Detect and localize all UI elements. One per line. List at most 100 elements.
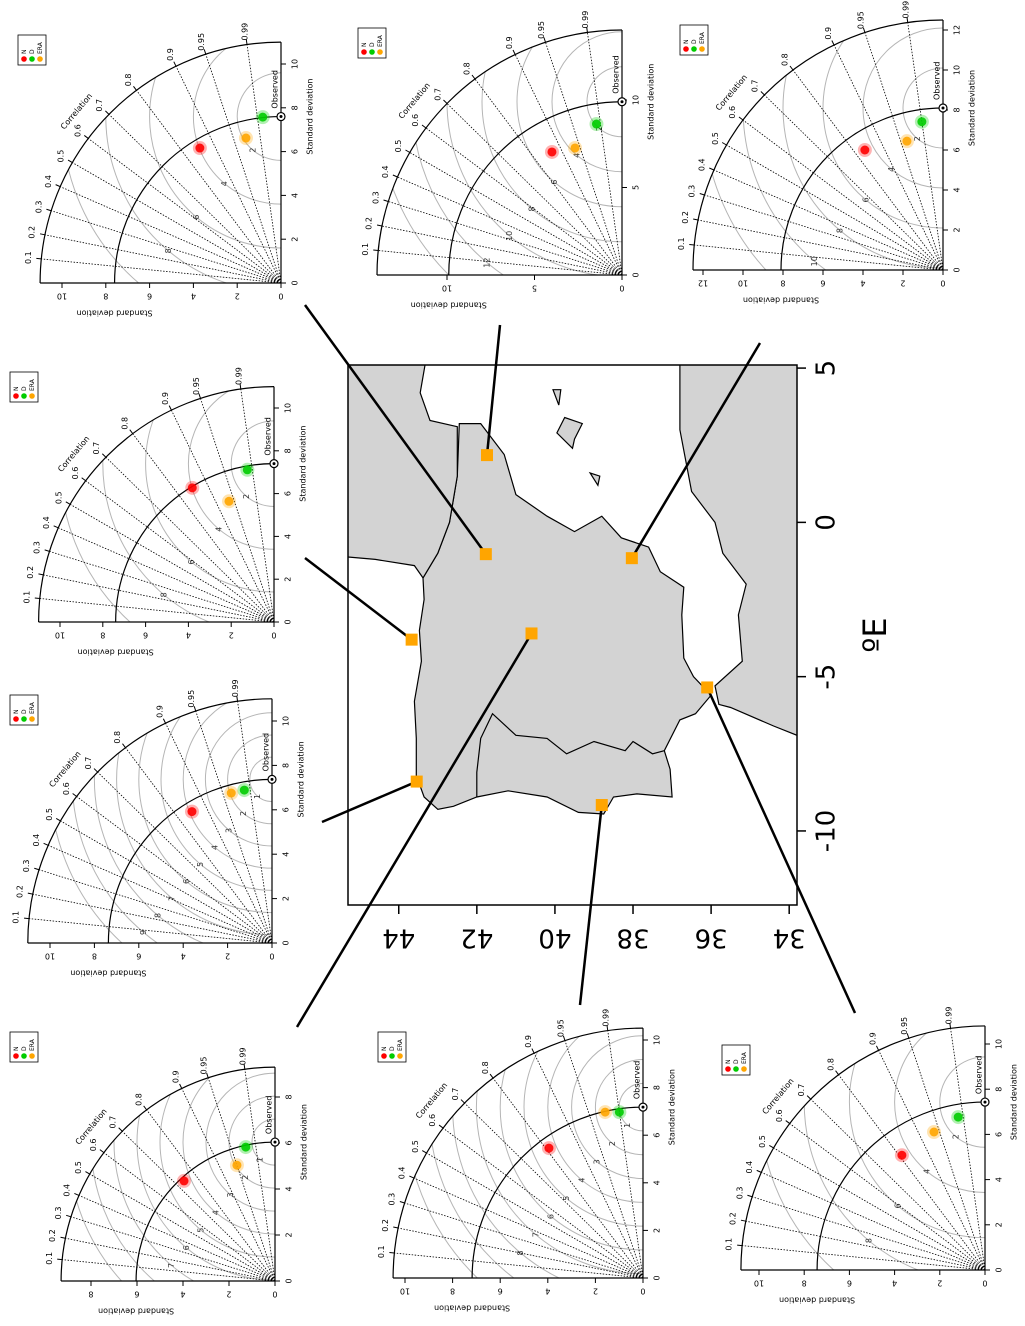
- correlation-label: 0.3: [54, 1207, 63, 1220]
- rms-label: 8: [164, 248, 173, 253]
- legend-label: ERA: [741, 1051, 748, 1064]
- legend-label: D: [21, 386, 28, 391]
- correlation-tick: [606, 1025, 609, 1031]
- correlation-line: [41, 258, 282, 284]
- legend-marker: [389, 1053, 395, 1059]
- correlation-line: [78, 1195, 276, 1282]
- rms-contour: [782, 20, 943, 269]
- correlation-line: [38, 869, 273, 944]
- y-axis-title: Standard deviation: [76, 309, 152, 318]
- rms-label: 3: [225, 828, 234, 833]
- rms-label: 2: [248, 148, 257, 153]
- correlation-tick: [198, 393, 201, 399]
- rms-label: 6: [547, 1214, 556, 1219]
- correlation-tick: [405, 149, 411, 153]
- y-tick-label: 6: [143, 631, 148, 640]
- x-tick-label: 8: [284, 448, 293, 453]
- correlation-label: 0.6: [62, 782, 71, 795]
- correlation-line: [58, 527, 275, 623]
- y-tick-label: 0: [640, 1287, 645, 1296]
- correlation-line: [726, 144, 944, 271]
- legend-label: D: [389, 1046, 396, 1051]
- correlation-line: [545, 42, 623, 276]
- correlation-tick: [55, 817, 61, 822]
- correlation-label: 0.7: [95, 99, 104, 112]
- x-tick-label: 2: [653, 1228, 662, 1233]
- correlation-tick: [906, 1033, 910, 1039]
- correlation-tick: [421, 124, 427, 129]
- correlation-line: [70, 1216, 276, 1282]
- observed-arc: [448, 101, 623, 276]
- taylor-diagram: 1 2 3 4 5 6 7 0.1 0.2 0.3 0.4 0.5 0.6 0.7 0.8 0.9 0.95 0.…: [45, 1047, 309, 1315]
- observed-point-center: [983, 1100, 987, 1104]
- correlation-line: [792, 69, 944, 271]
- legend-label: ERA: [29, 378, 36, 391]
- model-point: [224, 496, 234, 506]
- land: [348, 365, 797, 815]
- legend-label: ERA: [29, 701, 36, 714]
- x-axis-title: Standard deviation: [299, 426, 308, 502]
- correlation-tick: [60, 1236, 66, 1239]
- connector: [295, 632, 533, 1028]
- correlation-tick: [906, 17, 909, 23]
- observed-point-center: [279, 115, 283, 119]
- correlation-label: 0.1: [725, 1238, 734, 1251]
- correlation-label: 0.9: [524, 1035, 533, 1048]
- connector: [303, 304, 487, 555]
- correlation-line: [378, 250, 623, 276]
- x-tick-label: 2: [285, 1232, 294, 1237]
- correlation-tick: [531, 1048, 535, 1054]
- correlation-label: 0.5: [45, 808, 54, 821]
- legend-marker: [21, 716, 27, 722]
- rms-contour: [145, 386, 274, 593]
- model-point: [953, 1112, 963, 1122]
- rms-label: 5: [197, 1228, 206, 1233]
- correlation-label: 0.7: [433, 88, 442, 101]
- legend-marker: [733, 1066, 739, 1072]
- correlation-label: 0.95: [192, 377, 201, 395]
- observed-point-center: [620, 100, 624, 104]
- rms-label: 8: [516, 1250, 525, 1255]
- x-tick-label: 6: [282, 807, 291, 812]
- france: [348, 365, 458, 580]
- y-tick-label: 8: [103, 292, 108, 301]
- correlation-tick: [875, 1045, 880, 1051]
- observed-label: Observed: [975, 1056, 984, 1095]
- rms-label: 6: [182, 879, 191, 884]
- station: [480, 449, 493, 462]
- observed-arc: [107, 778, 273, 944]
- x-tick-label: 10: [995, 1039, 1004, 1049]
- connector: [706, 686, 857, 1014]
- y-axis-title: Standard deviation: [779, 1296, 855, 1305]
- model-point: [929, 1127, 939, 1137]
- correlation-line: [474, 78, 623, 276]
- y-tick-label: 0: [272, 1290, 277, 1299]
- correlation-tick: [46, 208, 52, 212]
- correlation-tick: [586, 27, 588, 33]
- correlation-label: 0.7: [451, 1088, 460, 1101]
- correlation-label: 0.1: [361, 243, 370, 256]
- correlation-line: [103, 1152, 276, 1282]
- correlation-tick: [738, 116, 744, 121]
- correlation-line: [694, 244, 944, 271]
- x-tick-label: 10: [291, 59, 300, 69]
- legend-label: D: [21, 709, 28, 714]
- correlation-label: 0.3: [22, 859, 31, 872]
- legend-label: ERA: [377, 34, 384, 47]
- legend-label: ERA: [37, 41, 44, 54]
- map-frame: [347, 364, 798, 906]
- correlation-label: 0.2: [381, 1219, 390, 1232]
- correlation-line: [60, 186, 282, 284]
- correlation-line: [85, 480, 275, 623]
- connector: [321, 780, 418, 824]
- correlation-tick: [737, 1244, 743, 1247]
- legend-marker: [725, 1066, 731, 1072]
- connector: [630, 342, 762, 559]
- correlation-label: 0.5: [57, 150, 66, 163]
- x-tick-label: 4: [653, 1180, 662, 1185]
- legend-label: D: [369, 42, 376, 47]
- x-tick-label: 0: [812, 514, 842, 531]
- y-tick-label: 42: [460, 923, 493, 953]
- observed-point-center: [273, 1140, 277, 1144]
- correlation-line: [121, 1130, 276, 1282]
